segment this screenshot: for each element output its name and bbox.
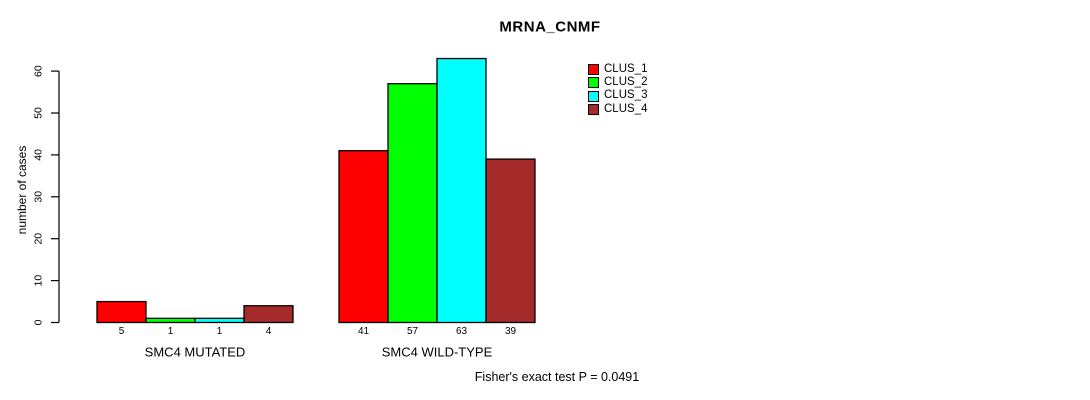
category-label-mutated: SMC4 MUTATED: [144, 344, 246, 360]
legend-swatch-clus1: [588, 64, 599, 76]
legend-label: CLUS_4: [604, 102, 648, 115]
legend-item: CLUS_3: [588, 90, 647, 103]
y-tick-label: 0: [33, 319, 45, 325]
legend-label: CLUS_2: [604, 76, 648, 89]
bar-clus_2-group1: [387, 83, 438, 324]
bar-value-label: 41: [358, 326, 370, 337]
bar-value-label: 4: [266, 326, 272, 337]
legend-swatch-clus3: [588, 90, 599, 102]
bar-clus_3-group1: [436, 57, 487, 324]
bar-value-label: 1: [168, 326, 174, 337]
bar-clus_4-group0: [243, 305, 294, 324]
legend-label: CLUS_3: [604, 89, 648, 102]
bar-clus_3-group0: [194, 317, 245, 324]
bar-clus_1-group0: [96, 300, 147, 324]
y-tick-label: 30: [33, 191, 45, 203]
y-tick-label: 50: [33, 107, 45, 119]
bar-clus_1-group1: [338, 150, 389, 324]
fisher-test-annotation: Fisher's exact test P = 0.0491: [474, 370, 640, 384]
legend-swatch-clus2: [588, 77, 599, 89]
y-tick-label: 20: [33, 233, 45, 245]
category-label-wildtype: SMC4 WILD-TYPE: [381, 344, 493, 360]
legend-item: CLUS_4: [588, 103, 647, 116]
legend-label: CLUS_1: [604, 62, 648, 75]
chart-title: MRNA_CNMF: [499, 18, 601, 36]
y-tick-label: 60: [33, 65, 45, 77]
bar-value-label: 63: [456, 326, 468, 337]
legend-item: CLUS_2: [588, 76, 647, 89]
y-tick-label: 40: [33, 149, 45, 161]
bar-clus_4-group1: [485, 158, 536, 324]
bar-clus_2-group0: [145, 317, 196, 324]
bar-value-label: 57: [407, 326, 419, 337]
bar-value-label: 5: [119, 326, 125, 337]
legend-swatch-clus4: [588, 104, 599, 116]
bar-value-label: 39: [505, 326, 517, 337]
legend: CLUS_1 CLUS_2 CLUS_3 CLUS_4: [588, 63, 647, 116]
y-tick-label: 10: [33, 275, 45, 287]
legend-item: CLUS_1: [588, 63, 647, 76]
bar-value-label: 1: [217, 326, 223, 337]
